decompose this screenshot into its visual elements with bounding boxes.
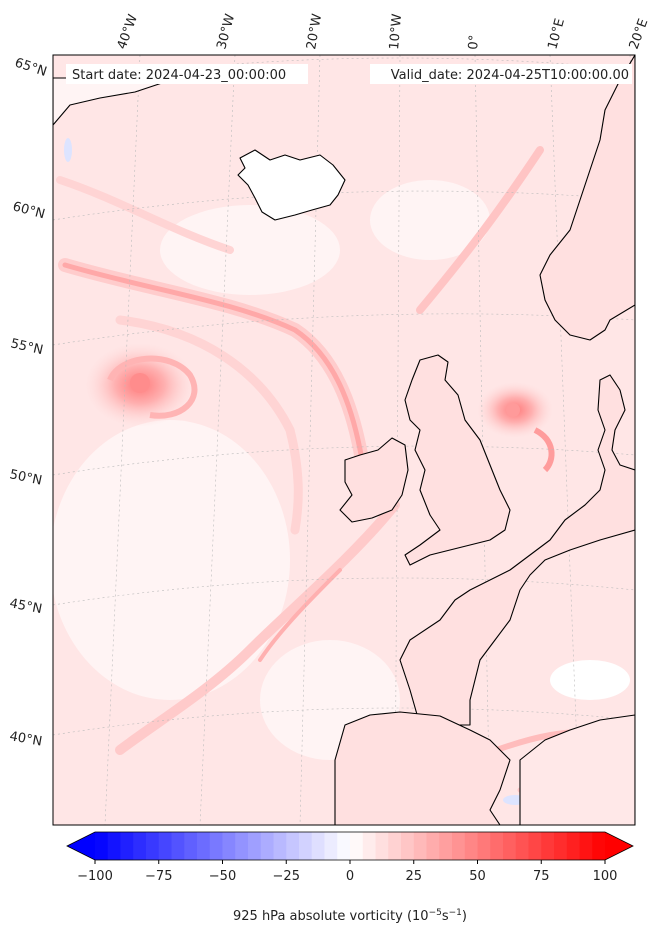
- cyclone-atlantic: [85, 343, 198, 427]
- colorbar-tick-label: 100: [593, 869, 618, 884]
- lon-label-20e: 20°E: [627, 17, 652, 52]
- map-frame: [52, 54, 636, 826]
- colorbar-tick-label: 25: [405, 869, 422, 884]
- lon-label-10w: 10°W: [387, 13, 405, 50]
- colorbar-step: [171, 832, 185, 860]
- colorbar-step: [146, 832, 160, 860]
- colorbar-step: [350, 832, 364, 860]
- colorbar-step: [388, 832, 402, 860]
- colorbar-step: [477, 832, 491, 860]
- colorbar-step: [592, 832, 606, 860]
- colorbar-step: [452, 832, 466, 860]
- colorbar-step: [299, 832, 313, 860]
- coast-great-britain: [404, 354, 511, 566]
- longitude-labels: 40°W 30°W 20°W 10°W 0° 10°E 20°E: [115, 12, 652, 51]
- colorbar-step: [579, 832, 593, 860]
- colorbar-tick-label: −25: [273, 869, 300, 884]
- lat-label-40n: 40°N: [8, 729, 43, 749]
- colorbar-ticks: −100 −75 −50 −25 0 25 50 75 100: [77, 860, 617, 884]
- valid-date-label: Valid_date: 2024-04-25T10:00:00.00: [391, 68, 629, 83]
- colorbar-step: [95, 832, 109, 860]
- lat-label-50n: 50°N: [8, 467, 43, 488]
- colorbar-tick-label: 0: [346, 869, 354, 884]
- colorbar-step: [158, 832, 172, 860]
- colorbar-step: [260, 832, 274, 860]
- low-vorticity-patches: [53, 180, 490, 760]
- start-date-label: Start date: 2024-04-23_00:00:00: [72, 68, 286, 83]
- lat-label-45n: 45°N: [8, 596, 43, 617]
- lat-label-60n: 60°N: [11, 199, 47, 222]
- colorbar-step: [248, 832, 262, 860]
- colorbar-step: [222, 832, 236, 860]
- lat-label-55n: 55°N: [9, 336, 44, 358]
- lon-label-10e: 10°E: [545, 17, 568, 51]
- colorbar-step: [273, 832, 287, 860]
- cyclone-north-sea: [477, 382, 555, 473]
- colorbar: −100 −75 −50 −25 0 25 50 75 100 925 hPa absolute…: [66, 831, 634, 924]
- coast-norway: [539, 55, 635, 341]
- coast-iceland: [237, 149, 346, 221]
- colorbar-step: [426, 832, 440, 860]
- colorbar-step: [311, 832, 325, 860]
- colorbar-step: [337, 832, 351, 860]
- colorbar-step: [528, 832, 542, 860]
- coastlines: [53, 55, 635, 825]
- lat-label-65n: 65°N: [13, 56, 49, 80]
- colorbar-step: [107, 832, 121, 860]
- colorbar-step: [413, 832, 427, 860]
- colorbar-step: [554, 832, 568, 860]
- coast-ireland: [339, 437, 409, 523]
- colorbar-step: [362, 832, 376, 860]
- colorbar-title: 925 hPa absolute vorticity (10−5s−1): [233, 908, 467, 924]
- colorbar-tick-label: −100: [77, 869, 113, 884]
- lon-label-30w: 30°W: [214, 12, 238, 51]
- colorbar-tick-label: −50: [209, 869, 236, 884]
- colorbar-step: [541, 832, 555, 860]
- map-panel: [53, 55, 635, 825]
- colorbar-step: [209, 832, 223, 860]
- colorbar-tick-label: 50: [469, 869, 486, 884]
- colorbar-step: [133, 832, 147, 860]
- colorbar-step: [566, 832, 580, 860]
- colorbar-step: [235, 832, 249, 860]
- lon-label-40w: 40°W: [115, 12, 141, 51]
- colorbar-step: [184, 832, 198, 860]
- colorbar-step: [503, 832, 517, 860]
- colorbar-step: [286, 832, 300, 860]
- lon-label-20w: 20°W: [304, 13, 325, 51]
- colorbar-step: [401, 832, 415, 860]
- vorticity-streaks: [56, 146, 635, 803]
- colorbar-extend-high: [605, 832, 633, 860]
- coast-france-south: [519, 714, 635, 825]
- colorbar-tick-label: −75: [145, 869, 172, 884]
- colorbar-step: [439, 832, 453, 860]
- colorbar-step: [120, 832, 134, 860]
- colorbar-step: [515, 832, 529, 860]
- colorbar-extend-low: [67, 832, 95, 860]
- coast-iberia: [334, 711, 511, 825]
- lon-label-0: 0°: [466, 34, 482, 50]
- latitude-labels: 65°N 60°N 55°N 50°N 45°N 40°N: [8, 56, 48, 750]
- colorbar-step: [197, 832, 211, 860]
- colorbar-step: [324, 832, 338, 860]
- colorbar-steps: [95, 832, 606, 860]
- colorbar-step: [375, 832, 389, 860]
- colorbar-step: [490, 832, 504, 860]
- colorbar-step: [464, 832, 478, 860]
- colorbar-tick-label: 75: [533, 869, 550, 884]
